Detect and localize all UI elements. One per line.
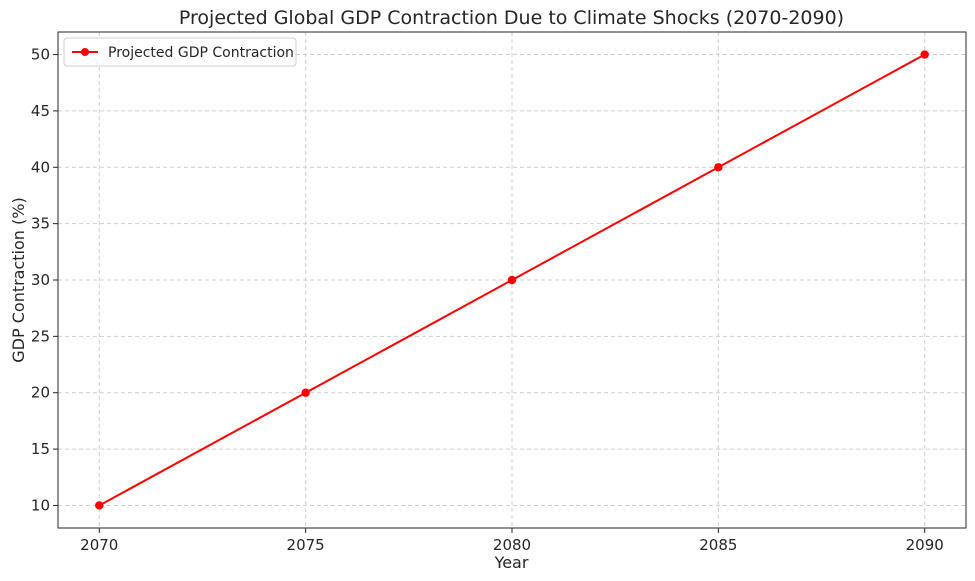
data-point (920, 50, 929, 59)
chart-title: Projected Global GDP Contraction Due to … (179, 7, 844, 29)
y-tick-label: 30 (31, 271, 50, 289)
y-tick-label: 15 (31, 440, 50, 458)
y-tick-label: 10 (31, 496, 50, 514)
data-point (95, 501, 104, 510)
series-layer (95, 50, 929, 510)
y-axis-label: GDP Contraction (%) (9, 197, 28, 362)
y-tick-label: 40 (31, 158, 50, 176)
x-axis-label: Year (494, 553, 529, 572)
y-tick-label: 20 (31, 384, 50, 402)
y-tick-label: 45 (31, 102, 50, 120)
data-point (507, 275, 517, 285)
x-tick-label: 2075 (287, 536, 325, 554)
x-tick-label: 2070 (80, 536, 118, 554)
y-tick-label: 25 (31, 327, 50, 345)
x-tick-label: 2090 (906, 536, 944, 554)
legend-marker-swatch (81, 48, 89, 56)
data-point (301, 388, 310, 397)
legend-box (63, 37, 297, 67)
ticks-layer: 2070 2075 2080 2085 2090 10 15 20 25 30 35 40 45 50 (31, 46, 944, 554)
data-point (714, 163, 723, 172)
y-tick-label: 35 (31, 215, 50, 233)
x-tick-label: 2080 (493, 536, 531, 554)
legend-label: Projected GDP Contraction (108, 45, 294, 61)
legend: Projected GDP Contraction (63, 37, 297, 67)
x-tick-label: 2085 (699, 536, 737, 554)
y-tick-label: 50 (31, 46, 50, 64)
